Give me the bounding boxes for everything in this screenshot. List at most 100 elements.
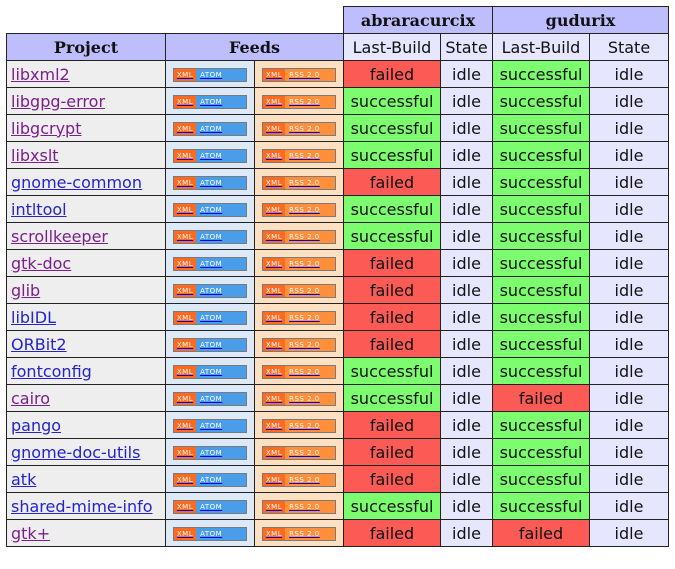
rss-feed-badge[interactable]: XML RSS 2.0 bbox=[261, 419, 337, 433]
project-link[interactable]: cairo bbox=[11, 388, 51, 408]
rss-feed-badge[interactable]: XML RSS 2.0 bbox=[261, 392, 337, 406]
table-row: scrollkeeper XML ATOM XML RSS 2.0 successful i… bbox=[6, 222, 669, 250]
table-row: gnome-doc-utils XML ATOM XML RSS 2.0 failed id… bbox=[6, 438, 669, 466]
atom-feed-badge[interactable]: XML ATOM bbox=[172, 419, 248, 433]
atom-badge-label: ATOM bbox=[196, 474, 247, 486]
rss-feed-cell: XML RSS 2.0 bbox=[254, 330, 344, 358]
atom-feed-badge[interactable]: XML ATOM bbox=[172, 176, 248, 190]
project-cell: cairo bbox=[6, 384, 166, 412]
rss-feed-badge[interactable]: XML RSS 2.0 bbox=[261, 95, 337, 109]
project-link[interactable]: libxml2 bbox=[11, 64, 70, 84]
project-link[interactable]: intltool bbox=[11, 199, 67, 219]
rss-feed-badge[interactable]: XML RSS 2.0 bbox=[261, 446, 337, 460]
xml-badge-label: XML bbox=[173, 366, 197, 378]
atom-badge-label: ATOM bbox=[196, 177, 247, 189]
table-row: glib XML ATOM XML RSS 2.0 failed idle successfu… bbox=[6, 276, 669, 304]
rss-feed-cell: XML RSS 2.0 bbox=[254, 465, 344, 493]
project-link[interactable]: gnome-common bbox=[11, 172, 142, 192]
project-link[interactable]: libgcrypt bbox=[11, 118, 82, 138]
atom-feed-badge[interactable]: XML ATOM bbox=[172, 365, 248, 379]
atom-feed-badge[interactable]: XML ATOM bbox=[172, 68, 248, 82]
state-abraracurcix: idle bbox=[440, 141, 493, 169]
xml-badge-label: XML bbox=[173, 96, 197, 108]
state-abraracurcix: idle bbox=[440, 438, 493, 466]
rss-feed-badge[interactable]: XML RSS 2.0 bbox=[261, 257, 337, 271]
atom-feed-badge[interactable]: XML ATOM bbox=[172, 95, 248, 109]
project-link[interactable]: shared-mime-info bbox=[11, 496, 153, 516]
rss-feed-cell: XML RSS 2.0 bbox=[254, 249, 344, 277]
last-build-gudurix: failed bbox=[492, 519, 590, 547]
rss-feed-cell: XML RSS 2.0 bbox=[254, 114, 344, 142]
rss-feed-badge[interactable]: XML RSS 2.0 bbox=[261, 230, 337, 244]
rss-feed-cell: XML RSS 2.0 bbox=[254, 357, 344, 385]
project-link[interactable]: ORBit2 bbox=[11, 334, 67, 354]
rss-feed-badge[interactable]: XML RSS 2.0 bbox=[261, 149, 337, 163]
xml-badge-label: XML bbox=[262, 528, 286, 540]
rss-badge-label: RSS 2.0 bbox=[285, 528, 336, 540]
atom-feed-badge[interactable]: XML ATOM bbox=[172, 338, 248, 352]
xml-badge-label: XML bbox=[173, 339, 197, 351]
state-abraracurcix: idle bbox=[440, 519, 493, 547]
project-link[interactable]: libxslt bbox=[11, 145, 59, 165]
project-cell: gnome-doc-utils bbox=[6, 438, 166, 466]
atom-feed-badge[interactable]: XML ATOM bbox=[172, 149, 248, 163]
atom-feed-badge[interactable]: XML ATOM bbox=[172, 203, 248, 217]
project-link[interactable]: gtk-doc bbox=[11, 253, 72, 273]
state-gudurix: idle bbox=[589, 114, 669, 142]
project-link[interactable]: gnome-doc-utils bbox=[11, 442, 141, 462]
rss-feed-badge[interactable]: XML RSS 2.0 bbox=[261, 500, 337, 514]
project-link[interactable]: libIDL bbox=[11, 307, 56, 327]
atom-feed-cell: XML ATOM bbox=[165, 303, 255, 331]
atom-feed-badge[interactable]: XML ATOM bbox=[172, 500, 248, 514]
project-column-header: Project bbox=[6, 33, 166, 61]
project-cell: libxslt bbox=[6, 141, 166, 169]
build-status-table: abraracurcix gudurix Project Feeds Last-… bbox=[6, 6, 669, 547]
rss-feed-cell: XML RSS 2.0 bbox=[254, 141, 344, 169]
project-link[interactable]: gtk+ bbox=[11, 523, 51, 543]
rss-badge-label: RSS 2.0 bbox=[285, 447, 336, 459]
rss-feed-badge[interactable]: XML RSS 2.0 bbox=[261, 176, 337, 190]
project-link[interactable]: fontconfig bbox=[11, 361, 92, 381]
last-build-abraracurcix: failed bbox=[343, 330, 441, 358]
rss-badge-label: RSS 2.0 bbox=[285, 96, 336, 108]
atom-feed-badge[interactable]: XML ATOM bbox=[172, 392, 248, 406]
project-cell: shared-mime-info bbox=[6, 492, 166, 520]
atom-feed-badge[interactable]: XML ATOM bbox=[172, 230, 248, 244]
rss-feed-badge[interactable]: XML RSS 2.0 bbox=[261, 68, 337, 82]
rss-feed-badge[interactable]: XML RSS 2.0 bbox=[261, 473, 337, 487]
project-link[interactable]: scrollkeeper bbox=[11, 226, 108, 246]
rss-feed-badge[interactable]: XML RSS 2.0 bbox=[261, 203, 337, 217]
atom-feed-badge[interactable]: XML ATOM bbox=[172, 446, 248, 460]
atom-feed-badge[interactable]: XML ATOM bbox=[172, 284, 248, 298]
state-gudurix: idle bbox=[589, 330, 669, 358]
table-row: libgpg-error XML ATOM XML RSS 2.0 successful i… bbox=[6, 87, 669, 115]
last-build-gudurix: successful bbox=[492, 465, 590, 493]
rss-badge-label: RSS 2.0 bbox=[285, 312, 336, 324]
atom-feed-badge[interactable]: XML ATOM bbox=[172, 122, 248, 136]
atom-feed-badge[interactable]: XML ATOM bbox=[172, 473, 248, 487]
xml-badge-label: XML bbox=[173, 123, 197, 135]
project-link[interactable]: glib bbox=[11, 280, 41, 300]
atom-badge-label: ATOM bbox=[196, 447, 247, 459]
rss-feed-cell: XML RSS 2.0 bbox=[254, 60, 344, 88]
atom-feed-cell: XML ATOM bbox=[165, 384, 255, 412]
project-cell: glib bbox=[6, 276, 166, 304]
last-build-gudurix: successful bbox=[492, 249, 590, 277]
project-link[interactable]: pango bbox=[11, 415, 62, 435]
atom-badge-label: ATOM bbox=[196, 285, 247, 297]
atom-feed-badge[interactable]: XML ATOM bbox=[172, 257, 248, 271]
rss-feed-badge[interactable]: XML RSS 2.0 bbox=[261, 311, 337, 325]
rss-feed-badge[interactable]: XML RSS 2.0 bbox=[261, 365, 337, 379]
rss-feed-badge[interactable]: XML RSS 2.0 bbox=[261, 527, 337, 541]
rss-feed-badge[interactable]: XML RSS 2.0 bbox=[261, 338, 337, 352]
rss-feed-badge[interactable]: XML RSS 2.0 bbox=[261, 122, 337, 136]
atom-feed-badge[interactable]: XML ATOM bbox=[172, 311, 248, 325]
project-link[interactable]: atk bbox=[11, 469, 37, 489]
state-gudurix: idle bbox=[589, 465, 669, 493]
rss-feed-badge[interactable]: XML RSS 2.0 bbox=[261, 284, 337, 298]
atom-feed-badge[interactable]: XML ATOM bbox=[172, 527, 248, 541]
project-link[interactable]: libgpg-error bbox=[11, 91, 106, 111]
atom-badge-label: ATOM bbox=[196, 339, 247, 351]
xml-badge-label: XML bbox=[262, 339, 286, 351]
state-gudurix: idle bbox=[589, 438, 669, 466]
